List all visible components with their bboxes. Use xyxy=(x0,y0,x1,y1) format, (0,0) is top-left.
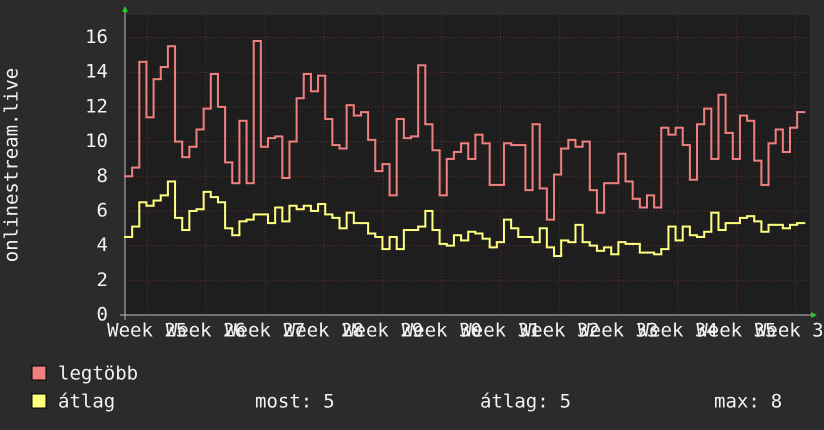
stat-label: most: xyxy=(255,391,312,413)
y-tick-label: 2 xyxy=(97,269,108,291)
x-tick-label: Week 33 xyxy=(578,320,658,342)
y-tick-label: 10 xyxy=(85,130,108,152)
x-tick-label: Week 34 xyxy=(638,320,718,342)
plot-area xyxy=(125,15,810,315)
stat-value: 5 xyxy=(560,391,571,413)
legend-swatch xyxy=(31,365,47,381)
x-tick-label: Week 27 xyxy=(225,320,305,342)
legend-label: átlag xyxy=(58,391,115,413)
x-tick-label: Week 35 xyxy=(696,320,776,342)
y-axis-label: onlinestream.live xyxy=(1,68,23,262)
x-tick-label: Week 32 xyxy=(520,320,600,342)
y-tick-label: 8 xyxy=(97,165,108,187)
legend-swatch xyxy=(31,393,47,409)
stat-label: átlag: xyxy=(480,391,549,413)
x-tick-label: Week 25 xyxy=(107,320,187,342)
x-tick-label: Week 26 xyxy=(166,320,246,342)
y-tick-label: 12 xyxy=(85,95,108,117)
legend-label: legtöbb xyxy=(58,363,138,385)
x-tick-label: Week 30 xyxy=(402,320,482,342)
y-axis-arrow xyxy=(122,6,128,12)
x-axis-arrow xyxy=(811,312,817,318)
y-tick-label: 16 xyxy=(85,26,108,48)
stat-value: 5 xyxy=(323,391,334,413)
y-tick-label: 14 xyxy=(85,61,108,83)
stat-value: 8 xyxy=(771,391,782,413)
x-tick-label: Week 29 xyxy=(343,320,423,342)
x-tick-label: Week 31 xyxy=(460,320,540,342)
stat-label: max: xyxy=(714,391,760,413)
y-tick-label: 6 xyxy=(97,199,108,221)
x-tick-label: Week 36 xyxy=(755,320,824,342)
x-tick-label: Week 28 xyxy=(284,320,364,342)
y-tick-label: 0 xyxy=(97,304,108,326)
y-tick-label: 4 xyxy=(97,234,108,256)
